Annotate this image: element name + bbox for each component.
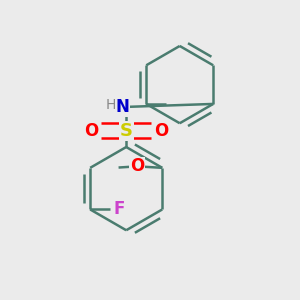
Text: N: N	[116, 98, 129, 116]
Text: O: O	[154, 122, 168, 140]
Text: O: O	[130, 157, 144, 175]
Text: O: O	[84, 122, 98, 140]
Text: F: F	[113, 200, 124, 218]
Text: S: S	[120, 122, 133, 140]
Text: H: H	[105, 98, 116, 112]
